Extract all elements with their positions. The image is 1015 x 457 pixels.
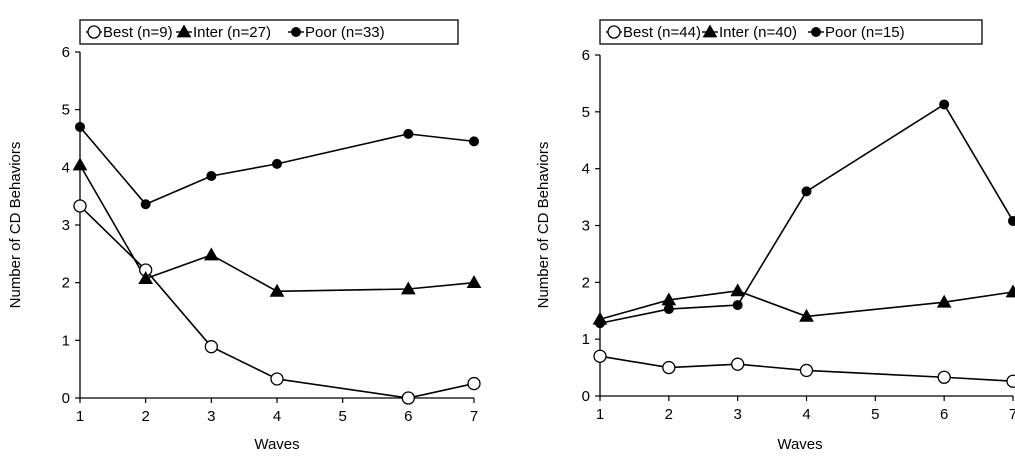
series-line-open-circle [79, 205, 475, 399]
x-axis-label: Waves [777, 436, 822, 453]
y-tick-label: 4 [62, 159, 70, 176]
data-point-open-circle [662, 360, 676, 375]
data-point-open-circle [1006, 374, 1015, 388]
data-point-filled-triangle [269, 283, 285, 297]
y-tick-label: 0 [582, 388, 590, 405]
legend-label: Poor (n=33) [305, 24, 385, 41]
series-line-filled-circle [79, 126, 475, 206]
data-point-filled-circle [140, 199, 151, 210]
legend: Best (n=9) Inter (n=27) Poor (n=33) [79, 19, 459, 45]
legend-marker-filled-circle [291, 27, 301, 37]
legend-label: Inter (n=27) [193, 24, 271, 41]
x-tick-label: 7 [470, 408, 478, 425]
y-axis-label: Number of CD Behaviors [7, 142, 24, 309]
legend-marker-filled-triangle [702, 24, 718, 38]
y-tick-label: 5 [62, 102, 70, 119]
legend-label: Inter (n=40) [719, 24, 797, 41]
data-point-filled-circle [801, 186, 812, 197]
legend-box [599, 19, 983, 45]
legend-marker-open-circle [607, 25, 621, 39]
x-tick-label: 7 [1009, 406, 1015, 423]
x-tick-label: 2 [141, 408, 149, 425]
data-point-open-circle [401, 391, 415, 405]
legend-label: Poor (n=15) [825, 24, 905, 41]
data-point-open-circle [593, 349, 607, 363]
x-tick-label: 4 [802, 406, 810, 423]
legend-box [79, 19, 459, 45]
data-point-filled-triangle [936, 294, 952, 308]
y-tick-label: 6 [62, 44, 70, 61]
data-point-filled-circle [469, 136, 479, 147]
x-tick-label: 4 [273, 408, 281, 425]
y-tick-label: 2 [62, 275, 70, 292]
legend: Best (n=44) Inter (n=40) Poor (n=15) [599, 19, 983, 45]
data-point-open-circle [270, 372, 284, 386]
data-point-open-circle [937, 370, 951, 384]
data-point-open-circle [204, 340, 218, 354]
data-point-filled-triangle [466, 275, 482, 289]
y-tick-label: 5 [582, 104, 590, 121]
x-tick-label: 1 [596, 406, 604, 423]
series-line-filled-circle [599, 103, 1014, 325]
series-line-filled-triangle [79, 164, 475, 293]
data-point-filled-triangle [72, 157, 88, 171]
x-tick-label: 2 [665, 406, 673, 423]
x-tick-label: 6 [940, 406, 948, 423]
data-point-filled-circle [732, 300, 743, 311]
data-point-filled-triangle [138, 271, 154, 285]
data-point-filled-circle [663, 304, 674, 315]
data-point-open-circle [73, 199, 87, 213]
y-axis-label: Number of CD Behaviors [535, 142, 552, 309]
y-tick-label: 4 [582, 161, 590, 178]
y-tick-label: 2 [582, 274, 590, 291]
legend-marker-filled-circle [811, 27, 821, 37]
data-point-filled-triangle [203, 247, 219, 261]
y-tick-label: 3 [62, 217, 70, 234]
data-point-filled-circle [595, 318, 605, 329]
legend-marker-filled-triangle [176, 24, 192, 38]
data-point-filled-circle [272, 158, 282, 169]
x-tick-label: 3 [207, 408, 215, 425]
legend-marker-open-circle [87, 25, 101, 39]
x-tick-label: 1 [76, 408, 84, 425]
data-point-open-circle [467, 376, 481, 391]
series-line-filled-triangle [599, 290, 1014, 321]
y-tick-label: 0 [62, 390, 70, 407]
data-point-filled-triangle [400, 281, 416, 295]
x-tick-label: 5 [338, 408, 346, 425]
data-point-filled-circle [403, 128, 414, 139]
x-tick-label: 3 [733, 406, 741, 423]
legend-label: Best (n=9) [103, 24, 173, 41]
data-point-filled-triangle [1005, 284, 1015, 298]
series-line-open-circle [599, 355, 1014, 383]
data-point-filled-circle [206, 170, 217, 181]
y-tick-label: 3 [582, 218, 590, 235]
data-point-open-circle [799, 363, 814, 378]
data-point-filled-circle [75, 121, 85, 132]
data-point-filled-triangle [730, 283, 746, 297]
data-point-filled-circle [939, 99, 950, 110]
data-point-filled-triangle [799, 308, 814, 322]
x-tick-label: 5 [871, 406, 879, 423]
data-point-open-circle [731, 357, 745, 371]
x-axis-label: Waves [254, 436, 299, 453]
x-tick-label: 6 [404, 408, 412, 425]
y-tick-label: 6 [582, 47, 590, 64]
y-tick-label: 1 [62, 332, 70, 349]
data-point-filled-circle [1008, 215, 1015, 226]
legend-label: Best (n=44) [623, 24, 701, 41]
y-tick-label: 1 [582, 331, 590, 348]
